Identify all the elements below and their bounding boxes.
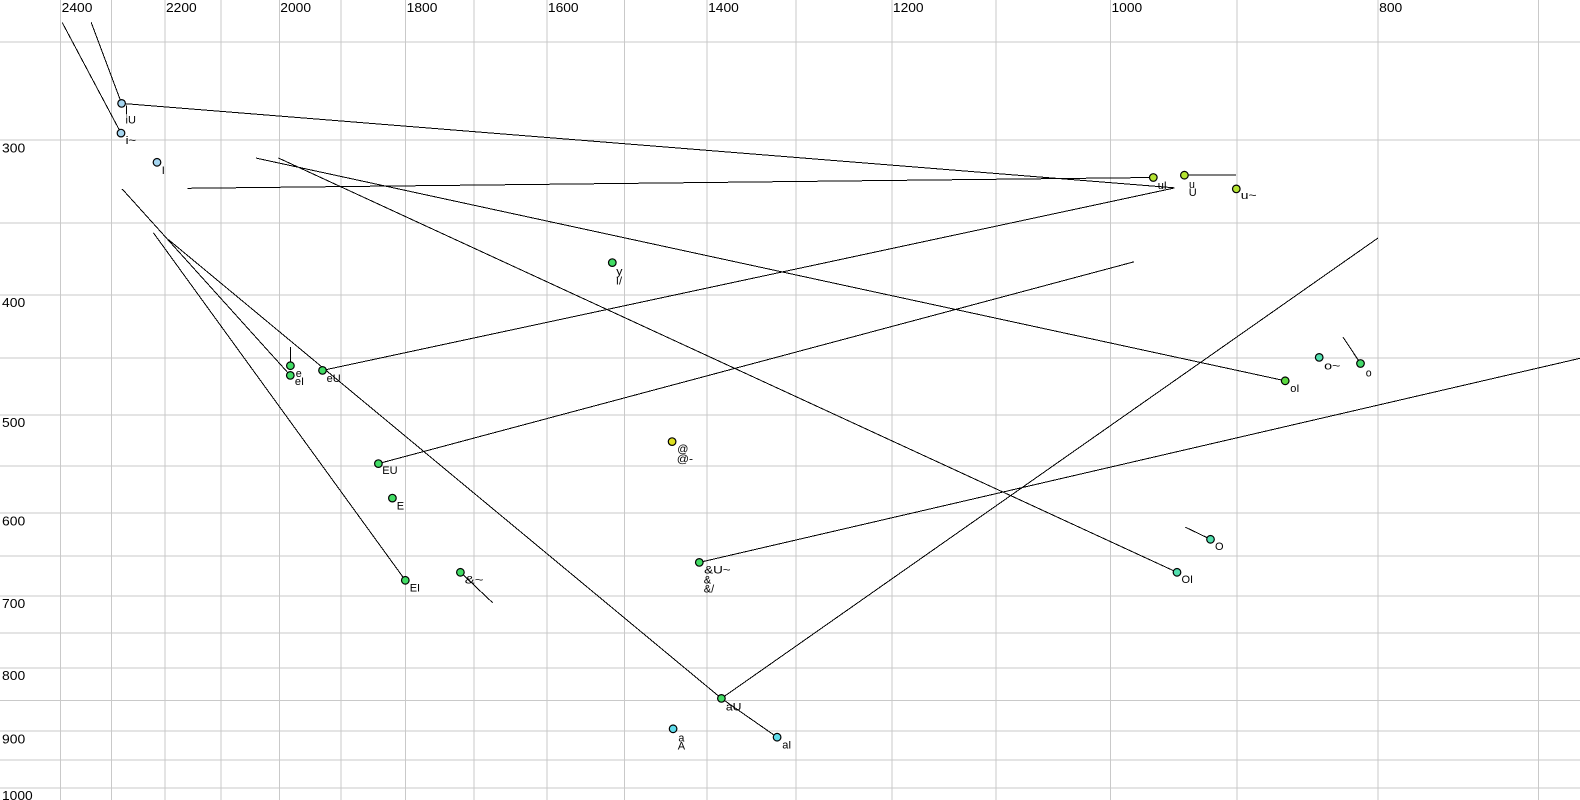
svg-text:O: O (1215, 541, 1224, 553)
svg-text:a: a (678, 733, 685, 745)
svg-text:eU: eU (327, 373, 341, 385)
svg-text:I: I (162, 165, 165, 177)
svg-text:1000: 1000 (2, 788, 33, 800)
svg-text:400: 400 (2, 295, 25, 310)
svg-text:300: 300 (2, 140, 25, 155)
svg-text:u: u (1189, 179, 1195, 191)
svg-text:E: E (397, 500, 404, 512)
svg-text:&: & (704, 575, 712, 587)
svg-text:uI: uI (1158, 180, 1167, 192)
svg-text:OI: OI (1182, 574, 1194, 586)
svg-text:&~: &~ (465, 574, 484, 586)
svg-text:EU: EU (382, 465, 397, 477)
svg-text:&/: &/ (704, 584, 715, 596)
svg-text:u~: u~ (1241, 190, 1257, 202)
svg-text:U: U (1189, 187, 1197, 199)
svg-text:iU: iU (126, 115, 136, 127)
svg-text:600: 600 (2, 513, 25, 528)
svg-text:@-: @- (677, 454, 694, 466)
svg-text:1000: 1000 (1112, 0, 1143, 15)
svg-text:1200: 1200 (893, 0, 924, 15)
svg-text:I/: I/ (616, 276, 623, 288)
svg-text:aU: aU (726, 702, 742, 714)
svg-text:&U~: &U~ (704, 564, 731, 576)
svg-text:i~: i~ (126, 135, 137, 147)
svg-text:700: 700 (2, 596, 25, 611)
svg-text:900: 900 (2, 732, 25, 747)
svg-text:y: y (616, 266, 623, 278)
svg-text:@: @ (677, 443, 688, 455)
svg-text:2200: 2200 (166, 0, 197, 15)
svg-text:o~: o~ (1324, 360, 1340, 372)
svg-text:2400: 2400 (62, 0, 93, 15)
svg-text:aI: aI (782, 740, 791, 752)
svg-text:eI: eI (295, 376, 304, 388)
svg-text:1400: 1400 (708, 0, 739, 15)
svg-text:500: 500 (2, 415, 25, 430)
svg-text:e: e (296, 368, 302, 380)
svg-text:800: 800 (1379, 0, 1402, 15)
svg-text:1600: 1600 (548, 0, 579, 15)
svg-text:2000: 2000 (280, 0, 311, 15)
svg-text:o: o (1366, 367, 1372, 379)
svg-text:800: 800 (2, 668, 25, 683)
svg-text:EI: EI (410, 583, 420, 595)
svg-text:A: A (678, 741, 686, 753)
svg-text:oI: oI (1290, 383, 1299, 395)
svg-text:1800: 1800 (407, 0, 438, 15)
